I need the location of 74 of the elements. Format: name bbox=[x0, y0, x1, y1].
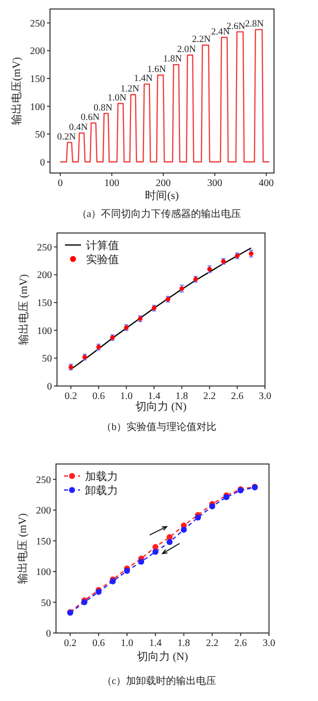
x-tick-label: 1.4 bbox=[149, 638, 162, 649]
x-axis-title: 切向力 (N) bbox=[135, 400, 187, 413]
x-tick-label: 1.0 bbox=[120, 638, 134, 649]
point bbox=[209, 503, 216, 510]
annotation: 1.8N bbox=[163, 54, 182, 65]
y-axis-title: 输出电压 (mV) bbox=[17, 274, 30, 345]
point bbox=[195, 514, 201, 520]
line-series bbox=[60, 28, 270, 162]
x-tick-label: 0.6 bbox=[92, 638, 105, 649]
x-axis-title: 切向力 (N) bbox=[136, 650, 188, 663]
point bbox=[124, 568, 130, 574]
y-axis-title: 输出电压 (mV) bbox=[16, 512, 29, 584]
y-tick-label: 200 bbox=[37, 270, 52, 282]
x-tick-label: 200 bbox=[156, 178, 171, 189]
x-tick-label: 1.8 bbox=[178, 638, 190, 649]
point bbox=[138, 558, 144, 565]
y-tick-label: 200 bbox=[30, 46, 45, 58]
annotation: 0.8N bbox=[94, 104, 113, 114]
x-tick-label: 0.6 bbox=[92, 391, 105, 402]
point bbox=[152, 548, 158, 555]
x-tick-label: 2.6 bbox=[234, 638, 247, 649]
legend-label: 加载力 bbox=[85, 470, 118, 483]
y-tick-label: 50 bbox=[35, 130, 45, 141]
legend-label: 计算值 bbox=[86, 239, 119, 252]
annotation: 1.4N bbox=[134, 74, 153, 84]
y-tick-label: 0 bbox=[46, 628, 51, 640]
annotation: 0.2N bbox=[57, 132, 76, 142]
x-tick-label: 400 bbox=[258, 178, 274, 189]
annotation: 0.6N bbox=[80, 112, 100, 123]
x-tick-label: 3.0 bbox=[262, 638, 276, 649]
annotation: 1.0N bbox=[108, 94, 126, 104]
annotation: 0.4N bbox=[68, 122, 88, 133]
x-tick-label: 0 bbox=[58, 178, 63, 189]
point bbox=[152, 544, 158, 550]
x-tick-label: 1.4 bbox=[148, 391, 160, 402]
text: （b）实验值与理论值对比 bbox=[102, 421, 216, 433]
legend-label: 卸载力 bbox=[85, 484, 118, 497]
x-tick-label: 2.2 bbox=[206, 638, 218, 649]
y-tick-label: 200 bbox=[36, 506, 51, 517]
y-tick-label: 50 bbox=[41, 598, 51, 609]
x-tick-label: 0.2 bbox=[64, 638, 76, 649]
annotation: 1.2N bbox=[120, 84, 140, 95]
x-tick-label: 1.8 bbox=[176, 391, 188, 402]
annotation: 1.6N bbox=[147, 65, 166, 76]
y-tick-label: 100 bbox=[36, 567, 51, 578]
y-tick-label: 250 bbox=[37, 242, 52, 254]
x-tick-label: 1.0 bbox=[120, 391, 133, 402]
y-tick-label: 250 bbox=[36, 474, 51, 486]
annotation: 2.2N bbox=[192, 35, 211, 46]
y-tick-label: 50 bbox=[42, 354, 52, 365]
y-tick-label: 150 bbox=[36, 536, 51, 548]
x-tick-label: 100 bbox=[104, 178, 120, 189]
annotation: 2.8N bbox=[245, 20, 264, 30]
point bbox=[166, 539, 173, 546]
annotation: 2.4N bbox=[211, 27, 230, 38]
y-tick-label: 0 bbox=[47, 382, 52, 392]
x-tick-label: 300 bbox=[207, 178, 222, 189]
annotation: 2.0N bbox=[177, 45, 196, 56]
y-axis-title: 输出电压(mV) bbox=[10, 56, 23, 125]
x-tick-label: 2.2 bbox=[203, 391, 216, 402]
x-tick-label: 2.6 bbox=[231, 391, 244, 402]
y-tick-label: 250 bbox=[30, 18, 45, 30]
y-tick-label: 0 bbox=[40, 157, 45, 168]
y-tick-label: 150 bbox=[37, 298, 52, 310]
text: （c）加卸载时的输出电压 bbox=[102, 675, 216, 687]
x-tick-label: 0.2 bbox=[64, 391, 78, 402]
legend-label: 实验值 bbox=[86, 253, 119, 266]
y-tick-label: 100 bbox=[37, 326, 52, 337]
point bbox=[180, 526, 187, 533]
x-tick-label: 3.0 bbox=[258, 391, 272, 402]
text: （a）不同切向力下传感器的输出电压 bbox=[76, 208, 242, 220]
x-axis-title: 时间(s) bbox=[145, 189, 180, 202]
y-tick-label: 100 bbox=[30, 102, 45, 113]
y-tick-label: 150 bbox=[30, 74, 45, 85]
